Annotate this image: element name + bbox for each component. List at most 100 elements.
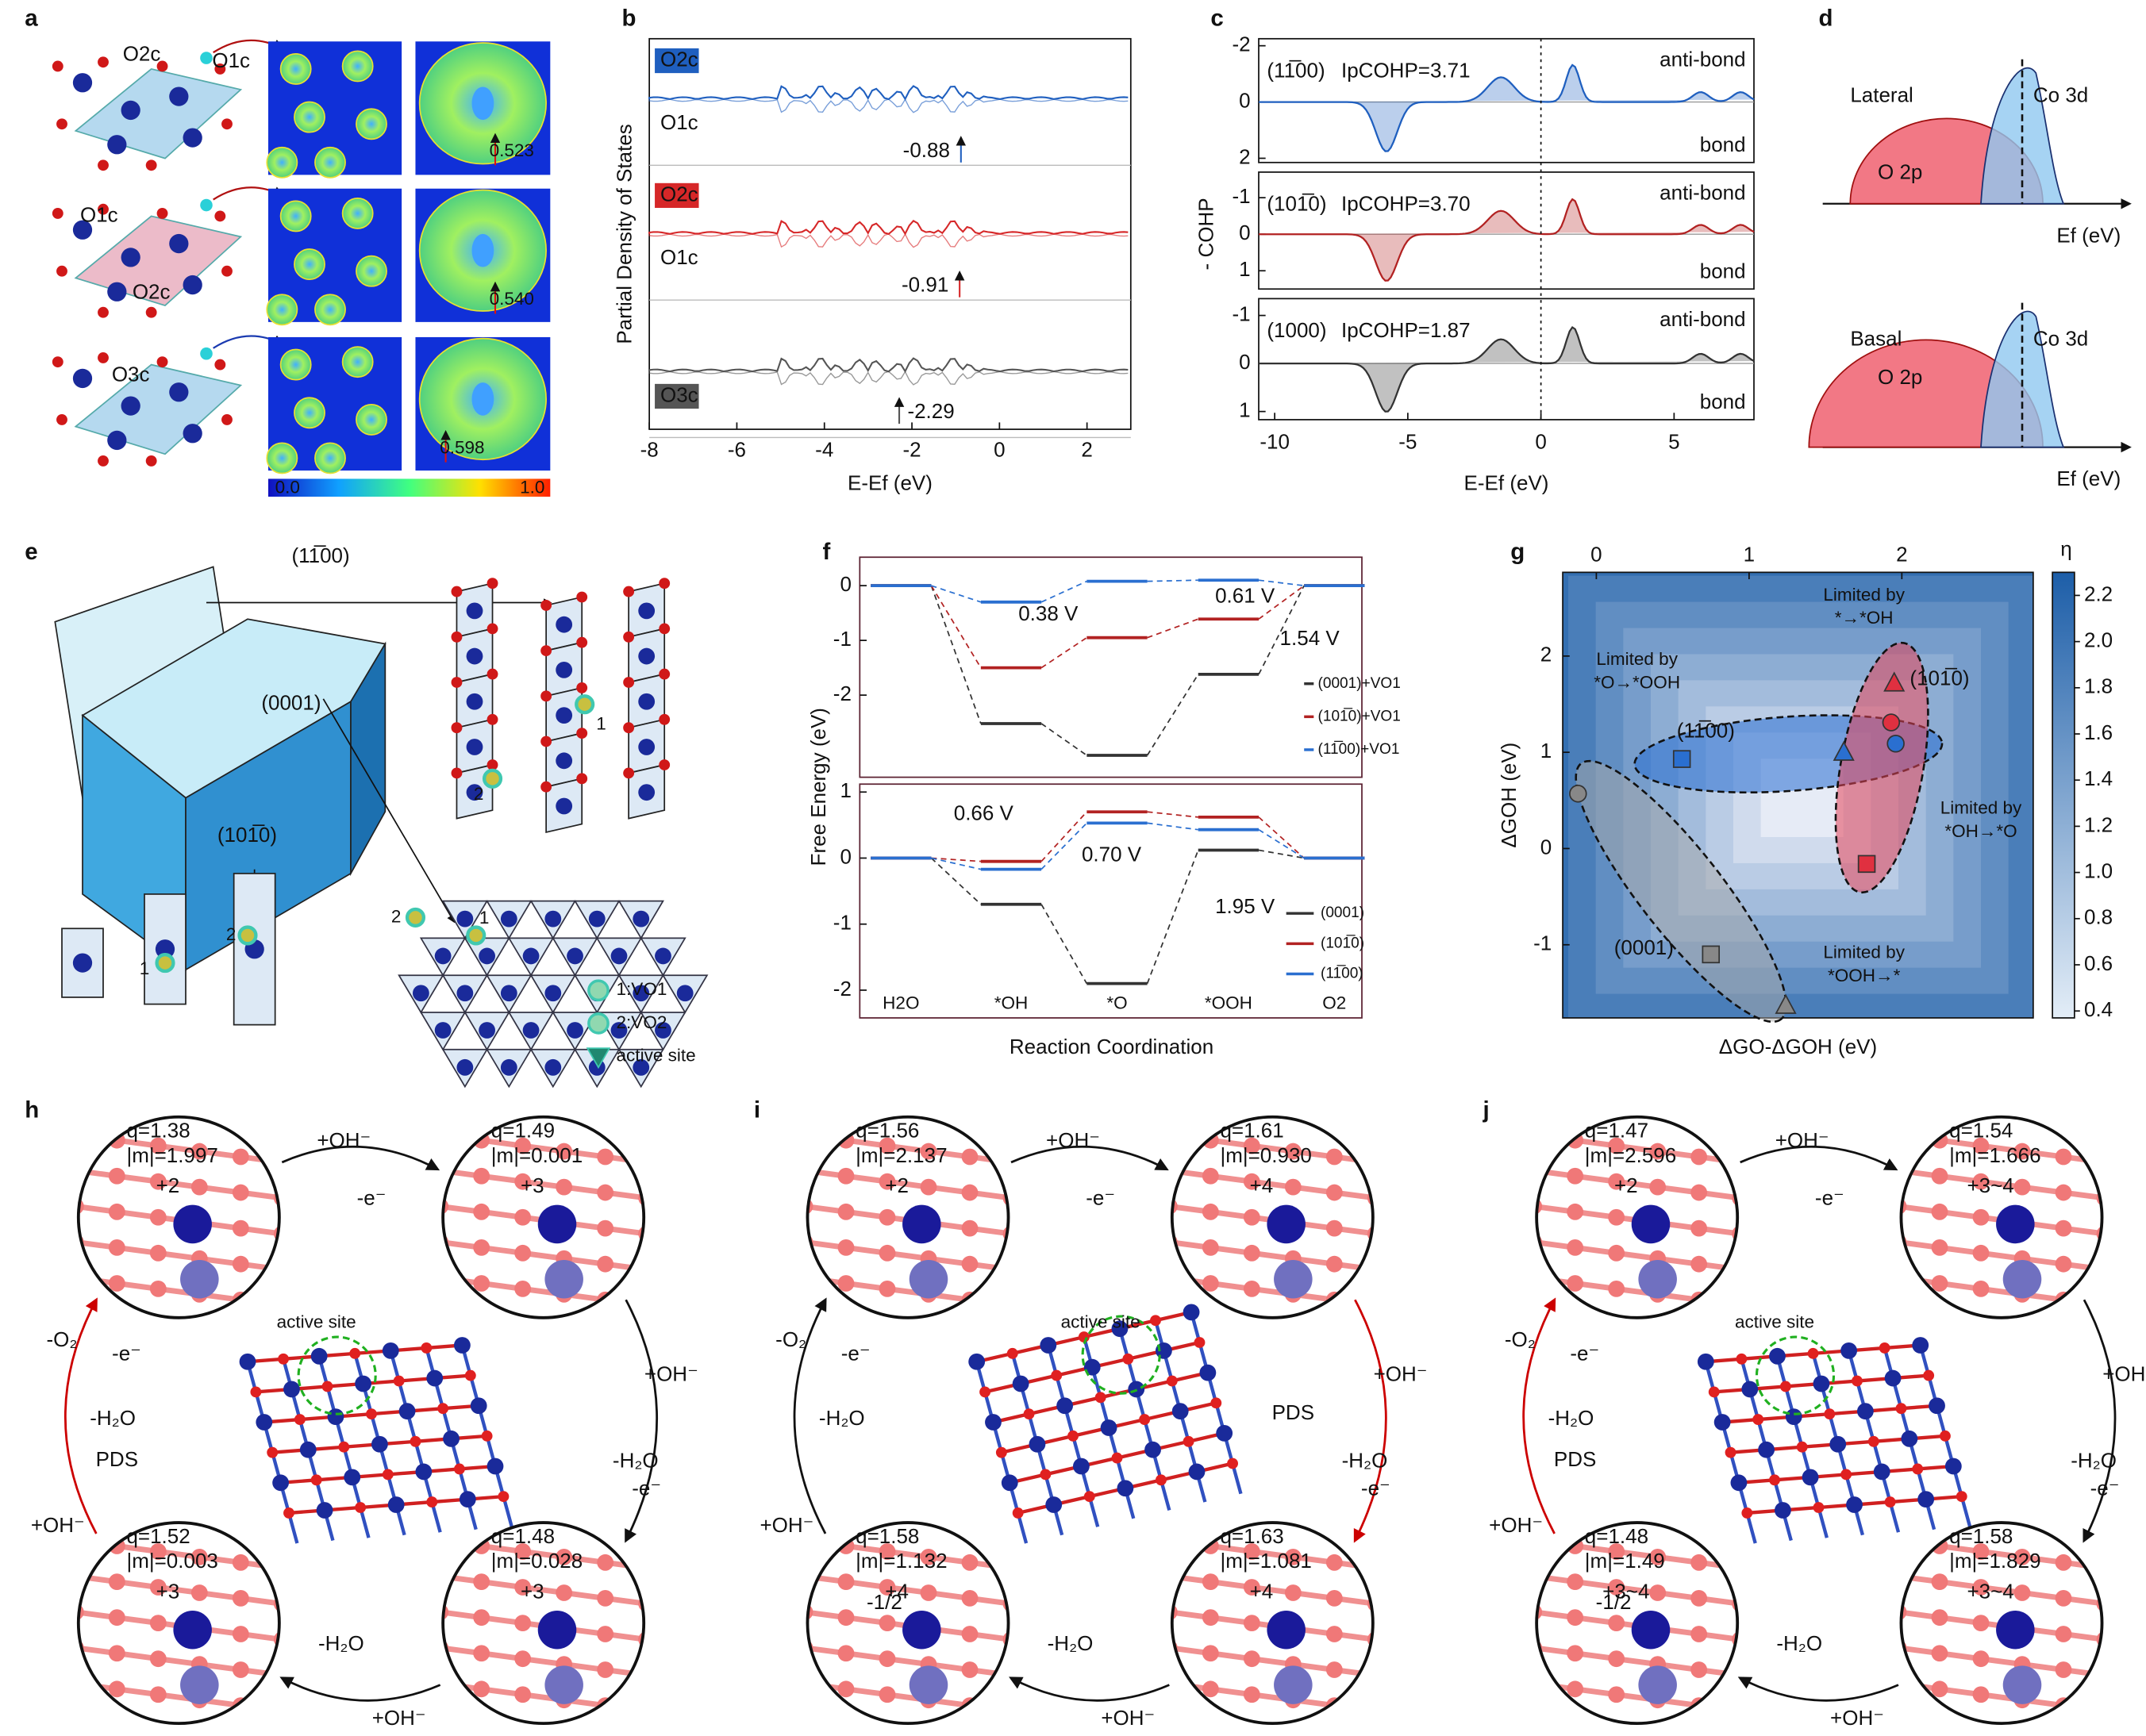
o-atom [1202,1645,1219,1662]
y-tick-label: 0 [1540,835,1552,858]
site-label: O1c [80,202,118,226]
bond [2105,1639,2146,1645]
annotation: Limited by [1823,942,1905,962]
vacancy-site [575,694,595,715]
o-atom [514,1281,532,1297]
o-atom [443,1126,449,1143]
o-atom [1690,1590,1708,1607]
scatter-point [1886,734,1905,753]
o-atom [149,1722,167,1724]
o-atom [879,1722,896,1724]
colorbar-tick-label: 1.8 [2084,674,2113,698]
o-atom [355,1502,367,1513]
bond [2105,1162,2146,1168]
connector [1147,822,1198,831]
co3d-band [1980,310,2065,448]
co-atom [1274,1665,1313,1704]
bond [282,1603,323,1609]
o-atom [1732,1154,1738,1171]
bond [240,1703,279,1714]
o-atom [1956,1491,1967,1503]
co-atom [1045,1496,1063,1513]
density-blob [266,146,298,179]
colorbar-label: 1.0 [520,478,544,497]
pds-label: PDS [1554,1447,1596,1471]
o-atom [597,1733,613,1736]
o-atom [540,781,552,793]
band-title: Basal [1850,326,1902,350]
spin-label: -1/2 [867,1590,902,1614]
bond [282,1568,323,1573]
density-blob [356,108,387,140]
o-atom [1006,1347,1018,1359]
co-atom [443,1430,460,1447]
site-number: 1 [479,908,490,928]
scatter-point [1833,740,1855,761]
y-tick-label: 2 [1239,144,1250,168]
step-label: +OH⁻ [1374,1362,1428,1385]
o-atom [1194,1337,1206,1348]
pdos-curve [648,219,1129,236]
prism-right [350,641,387,877]
o-atom [1895,1403,1907,1415]
co-atom [173,1611,212,1650]
co-atom [1631,1611,1671,1650]
panel-label: c [1210,5,1223,31]
co-atom [567,947,583,965]
o-atom [576,682,588,693]
site-number: 2 [226,924,237,944]
o-atom [1884,1496,1896,1507]
density-core [471,233,494,267]
charge-label: q=1.38 [126,1119,190,1143]
o-atom [1732,1296,1738,1314]
bond [1011,1305,1052,1311]
distance-value: 0.540 [490,289,534,309]
o-atom [1567,1573,1584,1590]
o-atom [1243,1173,1260,1190]
o-atom [267,1446,279,1458]
o-atom [576,728,588,739]
o-atom [108,1239,125,1256]
co-atom [537,1204,577,1244]
o-atom [473,1645,490,1662]
o-atom [191,1322,208,1338]
co-atom [299,1441,317,1458]
bond [443,1311,483,1318]
co-atom [183,128,202,148]
bond [443,1131,483,1143]
x-tick-label: 1 [1744,542,1755,566]
connector [1040,811,1087,862]
bond [1536,1311,1576,1318]
co-atom [655,947,671,965]
o-atom [1708,1386,1720,1398]
cycle-arrow [281,1145,440,1171]
o-atom [145,306,157,318]
x-tick-label: -8 [640,438,659,462]
co-atom [1274,1260,1313,1299]
co-atom [470,1397,487,1415]
bond [1293,1330,1334,1335]
bond [647,1198,688,1204]
density-blob [294,101,325,133]
bond [1011,1711,1052,1717]
o-atom [108,1680,125,1698]
y-tick-label: -2 [833,977,852,1001]
o-atom [52,60,63,72]
o-atom [473,1573,490,1590]
o-atom [2013,1584,2031,1601]
step-label: -H₂O [1548,1406,1594,1430]
x-tick-label: 0 [1590,542,1602,566]
bond [1011,1162,1052,1168]
facet-frame [1258,298,1755,421]
o-atom [108,1311,125,1318]
o-atom [1931,1680,1948,1698]
o-atom [623,677,635,688]
moment-label: |m|=2.596 [1585,1143,1676,1167]
co-atom [72,73,93,93]
colorbar-tick-label: 1.2 [2084,812,2113,836]
oxidation-label: +3~4 [1602,1579,1649,1603]
bond [78,1311,117,1318]
legend-label: O1c [660,110,698,134]
bond [1375,1639,1417,1645]
